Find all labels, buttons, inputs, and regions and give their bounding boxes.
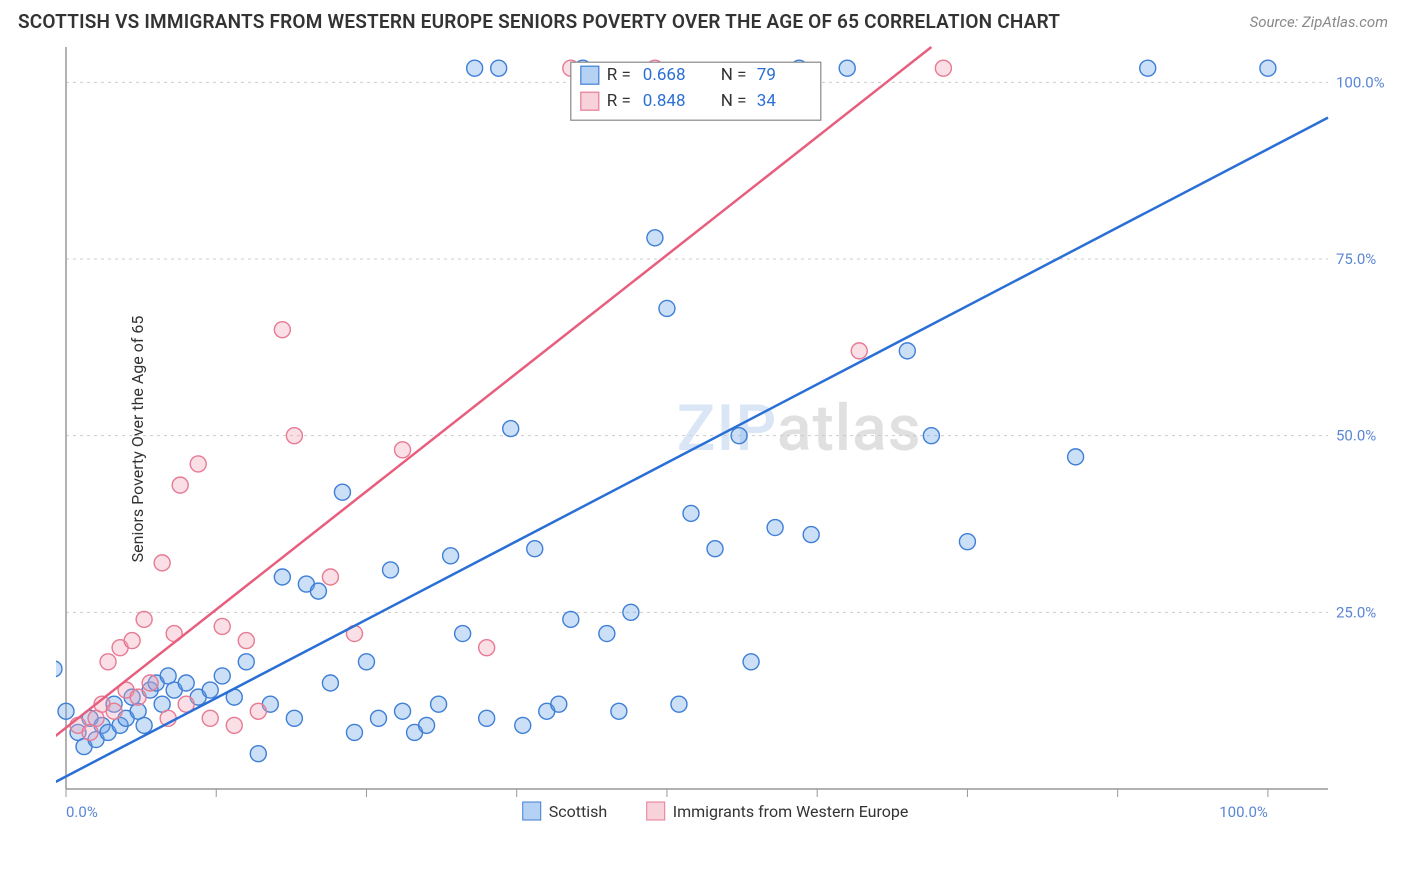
data-point	[286, 428, 302, 444]
data-point	[346, 724, 362, 740]
y-tick-label: 25.0%	[1336, 603, 1376, 621]
data-point	[647, 230, 663, 246]
legend-swatch	[581, 92, 599, 110]
data-point	[467, 60, 483, 76]
scatter-chart: 25.0% 50.0% 75.0% 100.0% 0.0% 100.0% ZIPatlas R…	[56, 39, 1388, 839]
data-point	[1140, 60, 1156, 76]
data-point	[202, 710, 218, 726]
data-point	[515, 717, 531, 733]
data-point	[1068, 449, 1084, 465]
data-point	[274, 569, 290, 585]
data-point	[851, 343, 867, 359]
data-point	[190, 456, 206, 472]
legend-r-label: R =	[607, 65, 631, 85]
data-point	[455, 626, 471, 642]
data-point	[671, 696, 687, 712]
data-point	[659, 300, 675, 316]
y-tick-label: 50.0%	[1336, 427, 1376, 445]
correlation-legend: R = 0.668 N = 79 R = 0.848 N = 34	[571, 62, 821, 120]
data-point	[214, 668, 230, 684]
data-point	[923, 428, 939, 444]
data-point	[100, 654, 116, 670]
data-point	[130, 689, 146, 705]
data-point	[395, 442, 411, 458]
y-tick-label: 100.0%	[1336, 73, 1385, 91]
data-point	[503, 421, 519, 437]
data-point	[443, 548, 459, 564]
x-tick-label: 0.0%	[66, 803, 98, 821]
data-point	[731, 428, 747, 444]
data-point	[310, 583, 326, 599]
data-point	[238, 654, 254, 670]
watermark: ZIPatlas	[677, 391, 922, 466]
data-point	[479, 710, 495, 726]
data-point	[202, 682, 218, 698]
data-point	[1260, 60, 1276, 76]
data-point	[683, 505, 699, 521]
source-label: Source: ZipAtlas.com	[1250, 13, 1388, 31]
data-point	[551, 696, 567, 712]
data-point	[178, 675, 194, 691]
data-point	[274, 322, 290, 338]
data-point	[419, 717, 435, 733]
data-point	[479, 640, 495, 656]
data-point	[56, 661, 62, 677]
data-point	[334, 484, 350, 500]
legend-n-value: 79	[757, 65, 776, 85]
legend-series-label: Immigrants from Western Europe	[673, 802, 909, 821]
data-point	[172, 477, 188, 493]
data-point	[358, 654, 374, 670]
x-tick-label: 100.0%	[1219, 803, 1268, 821]
data-point	[959, 534, 975, 550]
data-point	[58, 703, 74, 719]
data-point	[707, 541, 723, 557]
data-point	[322, 569, 338, 585]
data-point	[250, 703, 266, 719]
data-point	[383, 562, 399, 578]
data-point	[767, 520, 783, 536]
data-point	[226, 717, 242, 733]
legend-r-value: 0.848	[643, 91, 686, 111]
data-point	[839, 60, 855, 76]
y-axis-label: Seniors Poverty Over the Age of 65	[128, 316, 147, 563]
legend-r-label: R =	[607, 91, 631, 111]
legend-r-value: 0.668	[643, 65, 686, 85]
data-point	[370, 710, 386, 726]
data-point	[611, 703, 627, 719]
legend-n-label: N =	[721, 91, 747, 111]
data-point	[154, 555, 170, 571]
legend-swatch	[581, 66, 599, 84]
data-point	[322, 675, 338, 691]
data-point	[250, 746, 266, 762]
data-point	[286, 710, 302, 726]
series-legend: Scottish Immigrants from Western Europe	[523, 802, 909, 821]
data-point	[491, 60, 507, 76]
data-point	[106, 703, 122, 719]
y-tick-label: 75.0%	[1336, 250, 1376, 268]
legend-swatch	[647, 802, 665, 820]
data-point	[527, 541, 543, 557]
data-point	[899, 343, 915, 359]
legend-n-label: N =	[721, 65, 747, 85]
data-point	[136, 717, 152, 733]
data-point	[563, 611, 579, 627]
data-point	[142, 675, 158, 691]
data-point	[803, 527, 819, 543]
data-point	[599, 626, 615, 642]
data-point	[935, 60, 951, 76]
data-point	[238, 633, 254, 649]
legend-swatch	[523, 802, 541, 820]
data-point	[214, 618, 230, 634]
data-point	[124, 633, 140, 649]
data-point	[395, 703, 411, 719]
data-point	[136, 611, 152, 627]
data-point	[431, 696, 447, 712]
legend-series-label: Scottish	[549, 802, 607, 821]
chart-title: SCOTTISH VS IMMIGRANTS FROM WESTERN EURO…	[18, 10, 1060, 33]
legend-n-value: 34	[757, 91, 777, 111]
data-point	[743, 654, 759, 670]
data-point	[623, 604, 639, 620]
